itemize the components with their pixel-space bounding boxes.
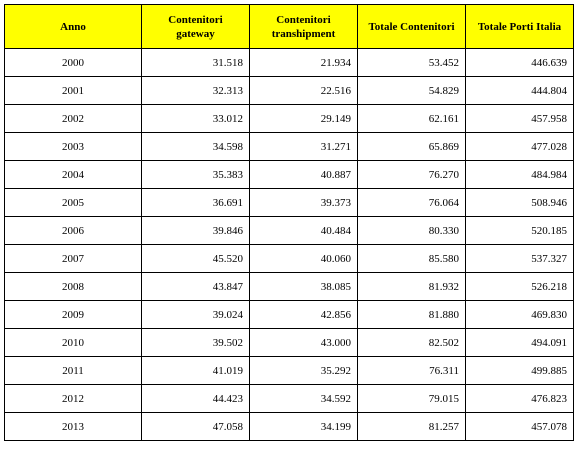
cell-totale-contenitori: 76.311 [357, 356, 466, 385]
cell-contenitori-transhipment: 35.292 [249, 356, 358, 385]
cell-contenitori-transhipment: 31.271 [249, 132, 358, 161]
cell-totale-porti-italia: 444.804 [465, 76, 574, 105]
cell-anno: 2006 [4, 216, 142, 245]
cell-totale-porti-italia: 469.830 [465, 300, 574, 329]
header-totale-porti-italia: Totale Porti Italia [465, 4, 574, 49]
cell-totale-porti-italia: 457.958 [465, 104, 574, 133]
cell-anno: 2002 [4, 104, 142, 133]
cell-contenitori-gateway: 36.691 [141, 188, 250, 217]
cell-anno: 2012 [4, 384, 142, 413]
header-anno: Anno [4, 4, 142, 49]
cell-anno: 2011 [4, 356, 142, 385]
cell-anno: 2008 [4, 272, 142, 301]
cell-contenitori-transhipment: 40.060 [249, 244, 358, 273]
cell-totale-porti-italia: 508.946 [465, 188, 574, 217]
cell-totale-contenitori: 81.880 [357, 300, 466, 329]
cell-totale-porti-italia: 476.823 [465, 384, 574, 413]
cell-contenitori-transhipment: 40.484 [249, 216, 358, 245]
cell-contenitori-gateway: 44.423 [141, 384, 250, 413]
cell-anno: 2003 [4, 132, 142, 161]
cell-contenitori-transhipment: 38.085 [249, 272, 358, 301]
data-table-container: Anno Contenitori gateway Contenitori tra… [4, 4, 574, 441]
cell-totale-porti-italia: 446.639 [465, 48, 574, 77]
cell-anno: 2009 [4, 300, 142, 329]
cell-anno: 2001 [4, 76, 142, 105]
cell-totale-porti-italia: 477.028 [465, 132, 574, 161]
cell-contenitori-transhipment: 39.373 [249, 188, 358, 217]
table-row: 2001 32.313 22.516 54.829 444.804 [4, 76, 574, 105]
cell-contenitori-transhipment: 43.000 [249, 328, 358, 357]
table-row: 2003 34.598 31.271 65.869 477.028 [4, 132, 574, 161]
cell-totale-contenitori: 82.502 [357, 328, 466, 357]
table-row: 2009 39.024 42.856 81.880 469.830 [4, 300, 574, 329]
header-totale-contenitori: Totale Contenitori [357, 4, 466, 49]
cell-totale-porti-italia: 494.091 [465, 328, 574, 357]
cell-contenitori-transhipment: 29.149 [249, 104, 358, 133]
cell-totale-contenitori: 76.064 [357, 188, 466, 217]
cell-contenitori-transhipment: 22.516 [249, 76, 358, 105]
cell-totale-contenitori: 53.452 [357, 48, 466, 77]
header-contenitori-gateway: Contenitori gateway [141, 4, 250, 49]
table-row: 2005 36.691 39.373 76.064 508.946 [4, 188, 574, 217]
cell-totale-porti-italia: 537.327 [465, 244, 574, 273]
cell-totale-porti-italia: 526.218 [465, 272, 574, 301]
cell-contenitori-gateway: 43.847 [141, 272, 250, 301]
cell-contenitori-transhipment: 40.887 [249, 160, 358, 189]
cell-totale-contenitori: 65.869 [357, 132, 466, 161]
cell-contenitori-transhipment: 42.856 [249, 300, 358, 329]
cell-totale-contenitori: 85.580 [357, 244, 466, 273]
cell-contenitori-gateway: 33.012 [141, 104, 250, 133]
table-row: 2013 47.058 34.199 81.257 457.078 [4, 412, 574, 441]
cell-contenitori-transhipment: 34.592 [249, 384, 358, 413]
cell-totale-porti-italia: 499.885 [465, 356, 574, 385]
cell-totale-contenitori: 62.161 [357, 104, 466, 133]
cell-contenitori-gateway: 39.024 [141, 300, 250, 329]
cell-totale-porti-italia: 457.078 [465, 412, 574, 441]
cell-totale-porti-italia: 520.185 [465, 216, 574, 245]
cell-totale-contenitori: 80.330 [357, 216, 466, 245]
cell-totale-contenitori: 79.015 [357, 384, 466, 413]
table-header-row: Anno Contenitori gateway Contenitori tra… [4, 4, 574, 49]
table-row: 2004 35.383 40.887 76.270 484.984 [4, 160, 574, 189]
cell-anno: 2010 [4, 328, 142, 357]
cell-contenitori-gateway: 47.058 [141, 412, 250, 441]
port-container-traffic-table: Anno Contenitori gateway Contenitori tra… [4, 4, 574, 441]
cell-contenitori-gateway: 39.502 [141, 328, 250, 357]
table-row: 2012 44.423 34.592 79.015 476.823 [4, 384, 574, 413]
cell-anno: 2000 [4, 48, 142, 77]
cell-contenitori-gateway: 35.383 [141, 160, 250, 189]
cell-anno: 2005 [4, 188, 142, 217]
cell-contenitori-gateway: 32.313 [141, 76, 250, 105]
cell-contenitori-gateway: 34.598 [141, 132, 250, 161]
header-contenitori-transhipment: Contenitori transhipment [249, 4, 358, 49]
cell-totale-contenitori: 81.257 [357, 412, 466, 441]
table-row: 2000 31.518 21.934 53.452 446.639 [4, 48, 574, 77]
cell-totale-contenitori: 54.829 [357, 76, 466, 105]
table-row: 2006 39.846 40.484 80.330 520.185 [4, 216, 574, 245]
cell-contenitori-gateway: 31.518 [141, 48, 250, 77]
table-row: 2011 41.019 35.292 76.311 499.885 [4, 356, 574, 385]
cell-contenitori-transhipment: 34.199 [249, 412, 358, 441]
cell-totale-porti-italia: 484.984 [465, 160, 574, 189]
table-row: 2008 43.847 38.085 81.932 526.218 [4, 272, 574, 301]
table-row: 2007 45.520 40.060 85.580 537.327 [4, 244, 574, 273]
cell-totale-contenitori: 76.270 [357, 160, 466, 189]
cell-anno: 2004 [4, 160, 142, 189]
cell-totale-contenitori: 81.932 [357, 272, 466, 301]
cell-anno: 2007 [4, 244, 142, 273]
table-row: 2002 33.012 29.149 62.161 457.958 [4, 104, 574, 133]
table-body: 2000 31.518 21.934 53.452 446.639 2001 32.313 2… [4, 48, 574, 441]
cell-anno: 2013 [4, 412, 142, 441]
cell-contenitori-gateway: 41.019 [141, 356, 250, 385]
table-row: 2010 39.502 43.000 82.502 494.091 [4, 328, 574, 357]
cell-contenitori-transhipment: 21.934 [249, 48, 358, 77]
cell-contenitori-gateway: 39.846 [141, 216, 250, 245]
cell-contenitori-gateway: 45.520 [141, 244, 250, 273]
